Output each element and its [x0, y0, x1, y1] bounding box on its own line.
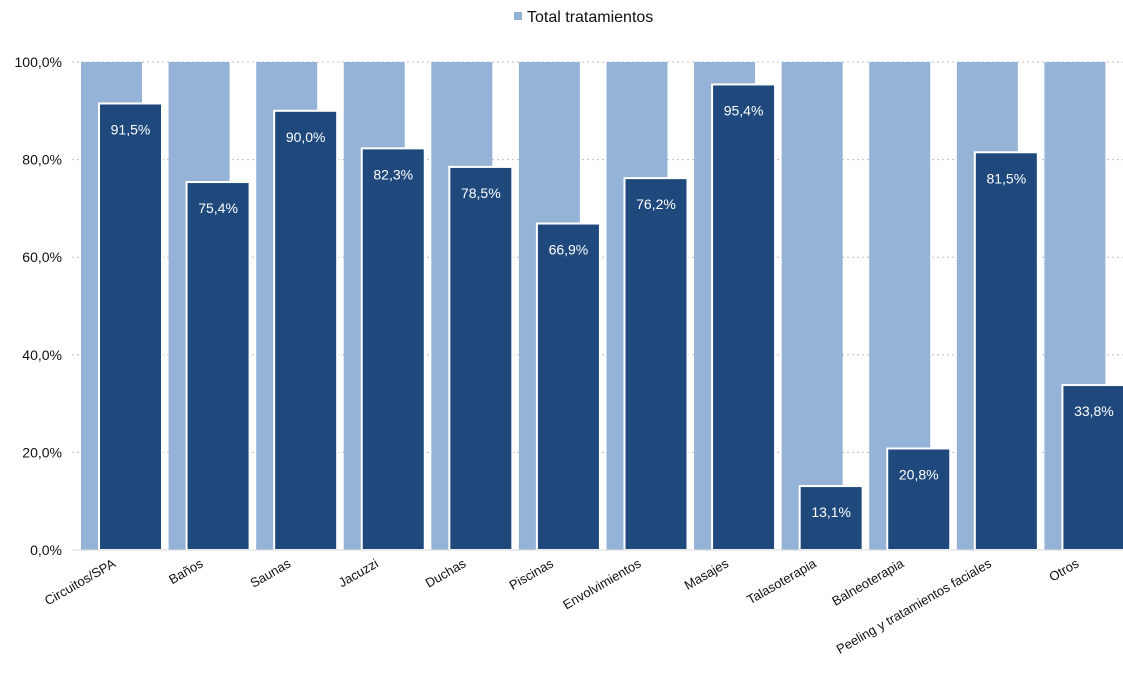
legend-swatch — [514, 12, 522, 20]
x-tick-label: Envolvimientos — [560, 555, 644, 612]
y-tick-label: 20,0% — [22, 444, 62, 460]
y-tick-label: 60,0% — [22, 249, 62, 265]
x-tick-label: Baños — [166, 555, 206, 587]
x-tick-label: Piscinas — [506, 555, 556, 592]
x-tick-label: Duchas — [423, 555, 469, 590]
data-label: 33,8% — [1074, 403, 1114, 419]
bar-value — [273, 109, 339, 552]
x-tick-label: Peeling y tratamientos faciales — [834, 555, 995, 656]
bar-value — [360, 147, 426, 551]
legend-label: Total tratamientos — [527, 9, 653, 26]
y-tick-label: 0,0% — [30, 542, 62, 558]
data-label: 20,8% — [899, 466, 939, 482]
data-label: 75,4% — [198, 200, 238, 216]
bar-value — [798, 485, 864, 551]
data-label: 81,5% — [986, 170, 1026, 186]
data-label: 76,2% — [636, 196, 676, 212]
data-label: 82,3% — [373, 166, 413, 182]
data-label: 90,0% — [286, 129, 326, 145]
bar-value — [886, 447, 952, 551]
x-tick-label: Talasoterapia — [744, 555, 819, 607]
x-tick-label: Circuitos/SPA — [42, 555, 118, 608]
bar-value — [973, 151, 1039, 551]
x-tick-label: Otros — [1046, 555, 1081, 584]
y-tick-label: 40,0% — [22, 347, 62, 363]
bar-value — [623, 177, 689, 551]
bar-value — [535, 222, 601, 551]
data-label: 95,4% — [724, 102, 764, 118]
x-tick-label: Masajes — [682, 555, 732, 592]
x-tick-label: Balneoterapia — [829, 555, 907, 608]
x-tick-label: Saunas — [247, 555, 293, 590]
bar-value — [185, 181, 251, 551]
data-label: 13,1% — [811, 504, 851, 520]
y-tick-label: 100,0% — [15, 54, 62, 70]
bar-value — [448, 165, 514, 551]
bar-value — [711, 83, 777, 551]
bar-value — [98, 102, 163, 551]
data-label: 78,5% — [461, 185, 501, 201]
bars — [81, 62, 1123, 552]
data-label: 91,5% — [111, 121, 151, 137]
labels: 91,5% 75,4% 90,0% 82,3% 78,5% 66,9% 76,2% 95,4%… — [111, 102, 1114, 520]
legend: Total tratamientos — [514, 9, 653, 26]
bar-value — [1061, 384, 1123, 551]
y-tick-label: 80,0% — [22, 152, 62, 168]
x-tick-label: Jacuzzi — [336, 556, 381, 591]
bar-total — [781, 62, 843, 550]
data-label: 66,9% — [549, 242, 589, 258]
